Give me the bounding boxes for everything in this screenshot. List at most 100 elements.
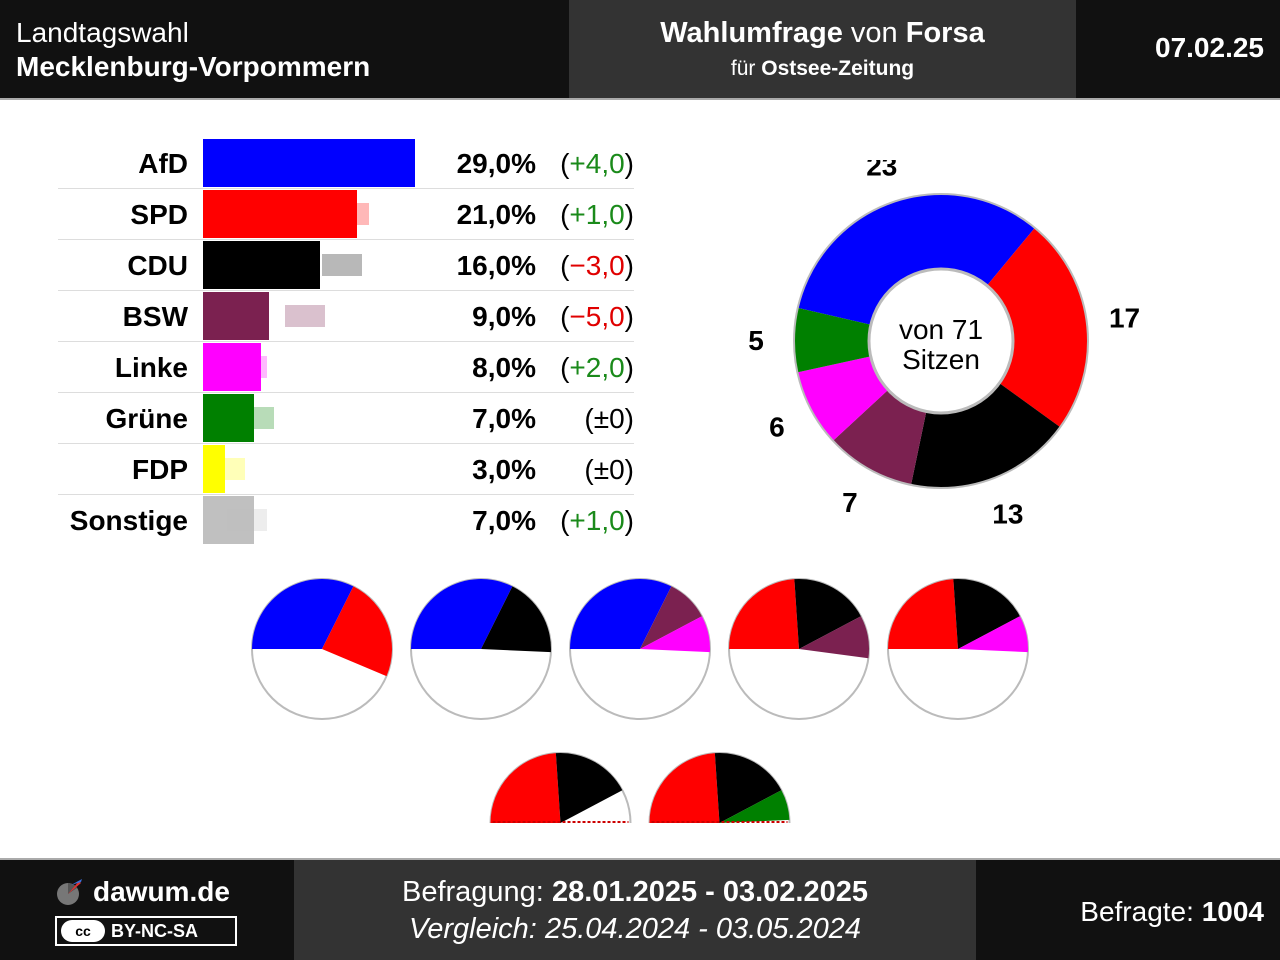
seat-slice-spd [986,227,1088,428]
seat-center-circle [867,267,1015,415]
seat-center-line1: von 71 [899,314,983,345]
brand-link[interactable]: dawum.de [55,876,240,908]
bar-spd [203,190,357,238]
diff-sonstige: (+1,0) [560,505,634,536]
coalition-slice-bsw [640,586,702,649]
respondents-count: 1004 [1201,896,1264,927]
dawum-logo-icon [57,879,82,905]
party-name-cdu: CDU [127,250,188,281]
brand-name: dawum.de [93,876,230,907]
seat-label-cdu: 13 [992,498,1023,529]
party-name-sonstige: Sonstige [69,505,188,536]
election-title: Landtagswahl Mecklenburg-Vorpommern [16,16,370,84]
coalition-slice-spd [490,753,561,823]
value-cdu: 16,0% [456,250,536,281]
bar-previous-bsw [285,305,326,327]
coalition-spd-cdu [489,752,632,824]
coalition-afd-bsw-linke [569,578,711,720]
von-word: von [850,17,898,49]
party-bar-chart: AfD 29,0% (+4,0) SPD 21,0% (+1,0) CDU 16,0% (−3,… [58,138,634,546]
poll-word: Wahlumfrage [660,17,843,49]
diff-linke: (+2,0) [560,352,634,383]
coalition-charts [251,578,1029,824]
bar-previous-gruene [234,407,275,429]
bar-previous-spd [329,203,370,225]
cc-icon: cc [61,920,105,942]
header-divider [0,98,1280,100]
respondents-label: Befragte: [1080,896,1194,927]
license-badge[interactable]: cc BY-NC-SA [55,916,237,946]
seat-slice-linke [797,356,889,441]
value-gruene: 7,0% [472,403,536,434]
seat-ring-outline [793,193,1089,489]
seat-slice-cdu [911,383,1061,488]
seat-center-line2: Sitzen [902,344,980,375]
coalition-slice-linke [640,616,710,653]
bar-gruene [203,394,255,442]
coalition-slice-cdu [794,579,861,649]
coalition-slice-spd [888,579,958,649]
institute-name: Forsa [905,17,985,49]
poll-date: 07.02.25 [1155,32,1264,63]
value-spd: 21,0% [456,199,536,230]
party-row-linke: Linke 8,0% (+2,0) [58,342,634,393]
party-row-spd: SPD 21,0% (+1,0) [58,189,634,240]
seat-label-bsw: 7 [842,487,858,518]
coalition-afd-cdu [410,578,552,720]
footer-divider [0,858,1280,860]
value-afd: 29,0% [456,148,536,179]
coalition-slice-cdu [953,579,1020,649]
party-row-afd: AfD 29,0% (+4,0) [58,138,634,189]
coalition-slice-spd [729,579,799,649]
bar-previous-afd [365,152,406,174]
bar-cdu [203,241,320,289]
bar-previous-cdu [321,254,362,276]
election-type: Landtagswahl [16,17,189,48]
survey-label: Befragung: [401,876,544,908]
party-row-bsw: BSW 9,0% (−5,0) [58,291,634,342]
seat-label-afd: 23 [866,160,897,182]
seat-slice-gruene [794,307,871,373]
bar-previous-linke [226,356,267,378]
compare-dates: 25.04.2024 - 03.05.2024 [544,913,861,945]
value-fdp: 3,0% [472,454,536,485]
coalition-slice-afd [411,579,513,649]
coalition-slice-cdu [555,753,623,823]
seat-slice-afd [797,194,1035,325]
bar-linke [203,343,262,391]
bar-sonstige [203,496,255,544]
party-name-bsw: BSW [122,301,188,332]
value-sonstige: 7,0% [472,505,536,536]
diff-spd: (+1,0) [560,199,634,230]
party-name-gruene: Grüne [105,403,188,434]
fuer-word: für [730,57,756,80]
party-name-fdp: FDP [132,454,188,485]
party-name-linke: Linke [114,352,188,383]
value-linke: 8,0% [472,352,536,383]
coalition-slice-cdu [714,753,782,823]
election-state: Mecklenburg-Vorpommern [16,51,371,82]
diff-bsw: (−5,0) [560,301,634,332]
diff-fdp: (±0) [584,454,634,485]
seat-label-gruene: 5 [748,325,764,356]
license-text: BY-NC-SA [111,920,199,941]
survey-period: Befragung: 28.01.2025 - 03.02.2025 Vergl… [294,860,976,960]
diff-gruene: (±0) [584,403,634,434]
coalition-slice-cdu [481,586,551,653]
coalition-slice-linke [958,616,1028,653]
header: Landtagswahl Mecklenburg-Vorpommern Wahl… [0,0,1280,98]
client-name: Ostsee-Zeitung [761,57,915,80]
bar-afd [203,139,415,187]
coalition-afd-spd [251,578,393,720]
diff-cdu: (−3,0) [560,250,634,281]
diff-afd: (+4,0) [560,148,634,179]
coalition-slice-spd [649,753,720,823]
coalition-spd-cdu-linke [887,578,1029,720]
party-row-fdp: FDP 3,0% (±0) [58,444,634,495]
party-row-cdu: CDU 16,0% (−3,0) [58,240,634,291]
footer: dawum.de cc BY-NC-SA Befragung: 28.01.20… [0,860,1280,960]
poll-info: Wahlumfrage von Forsa für Ostsee-Zeitung [569,0,1076,98]
coalition-spd-cdu-bsw [728,578,870,720]
respondents: Befragte: 1004 [1080,896,1264,928]
